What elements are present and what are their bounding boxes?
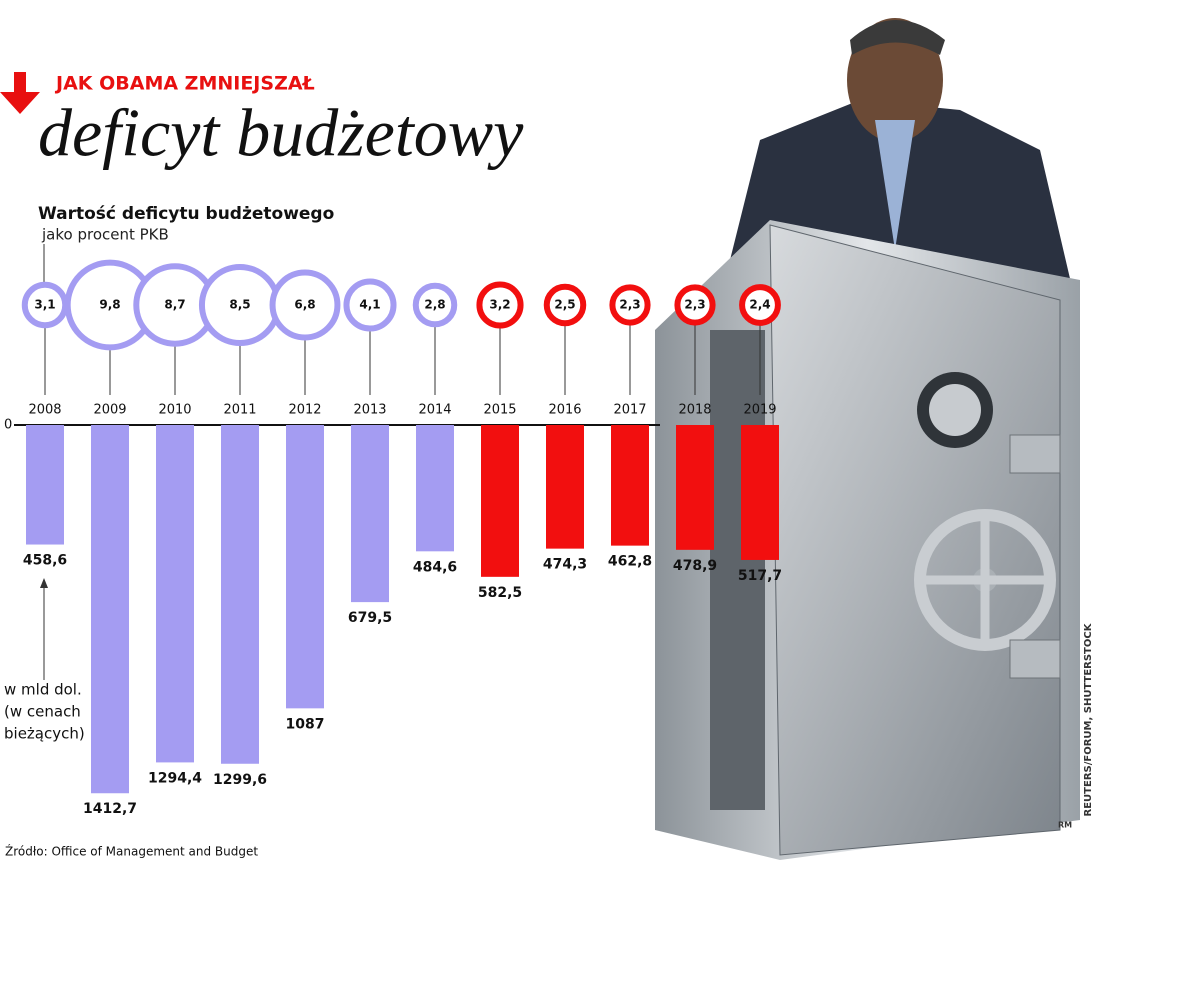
x-tick-label: 2017 <box>613 403 646 418</box>
value-label: 478,9 <box>673 558 717 574</box>
value-label: 462,8 <box>608 554 652 570</box>
percent-label: 2,5 <box>554 298 575 312</box>
percent-label: 6,8 <box>294 298 315 312</box>
bar <box>741 425 779 560</box>
value-label: 1299,6 <box>213 772 267 788</box>
illustration <box>655 18 1080 860</box>
percent-circle <box>609 284 651 326</box>
percent-circle <box>412 282 458 328</box>
x-tick-label: 2009 <box>93 403 126 418</box>
percent-circle <box>476 281 524 329</box>
bar <box>26 425 64 545</box>
percent-label: 4,1 <box>359 298 380 312</box>
percent-circle <box>269 269 341 341</box>
kicker: JAK OBAMA ZMNIEJSZAŁ <box>54 73 315 95</box>
bar <box>286 425 324 709</box>
x-tick-label: 2013 <box>353 403 386 418</box>
value-label: 582,5 <box>478 585 522 601</box>
bar <box>676 425 714 550</box>
value-label: 1294,4 <box>148 770 202 786</box>
unit-note: (w cenach <box>4 703 81 721</box>
x-tick-label: 2012 <box>288 403 321 418</box>
percent-caption: jako procent PKB <box>41 226 169 244</box>
percent-label: 2,3 <box>684 298 705 312</box>
percent-label: 3,1 <box>34 298 55 312</box>
x-tick-label: 2010 <box>158 403 191 418</box>
percent-circle <box>739 284 781 326</box>
unit-note: w mld dol. <box>4 681 82 699</box>
bar <box>221 425 259 764</box>
x-tick-label: 2014 <box>418 403 451 418</box>
bar <box>546 425 584 549</box>
bar <box>481 425 519 577</box>
percent-circle <box>543 283 587 327</box>
percent-label: 2,3 <box>619 298 640 312</box>
value-label: 484,6 <box>413 559 457 575</box>
x-tick-label: 2016 <box>548 403 581 418</box>
chart-title: deficyt budżetowy <box>38 95 524 171</box>
value-label: 1087 <box>286 716 325 732</box>
bar <box>611 425 649 546</box>
value-label: 474,3 <box>543 557 587 573</box>
unit-pointer-head <box>40 578 48 588</box>
subtitle: Wartość deficytu budżetowego <box>38 204 334 224</box>
bar <box>91 425 129 794</box>
down-arrow-icon <box>0 72 40 114</box>
x-tick-label: 2011 <box>223 403 256 418</box>
value-label: 458,6 <box>23 553 67 569</box>
unit-note: bieżących) <box>4 725 85 743</box>
x-tick-label: 2015 <box>483 403 516 418</box>
signature: RM <box>1058 821 1072 830</box>
y-tick-label: 0 <box>4 418 12 433</box>
percent-label: 2,8 <box>424 298 445 312</box>
percent-label: 3,2 <box>489 298 510 312</box>
photo-credit: REUTERS/FORUM, SHUTTERSTOCK <box>1083 622 1094 816</box>
value-label: 517,7 <box>738 568 782 584</box>
x-tick-label: 2018 <box>678 403 711 418</box>
x-tick-label: 2019 <box>743 403 776 418</box>
bar <box>416 425 454 552</box>
x-tick-label: 2008 <box>28 403 61 418</box>
percent-label: 8,7 <box>164 298 185 312</box>
bar <box>156 425 194 763</box>
percent-label: 2,4 <box>749 298 770 312</box>
value-label: 1412,7 <box>83 801 137 817</box>
value-label: 679,5 <box>348 610 392 626</box>
bar <box>351 425 389 603</box>
percent-label: 9,8 <box>99 298 120 312</box>
percent-circle <box>343 278 397 332</box>
percent-label: 8,5 <box>229 298 250 312</box>
percent-circle <box>674 284 716 326</box>
source: Źródło: Office of Management and Budget <box>5 844 258 859</box>
